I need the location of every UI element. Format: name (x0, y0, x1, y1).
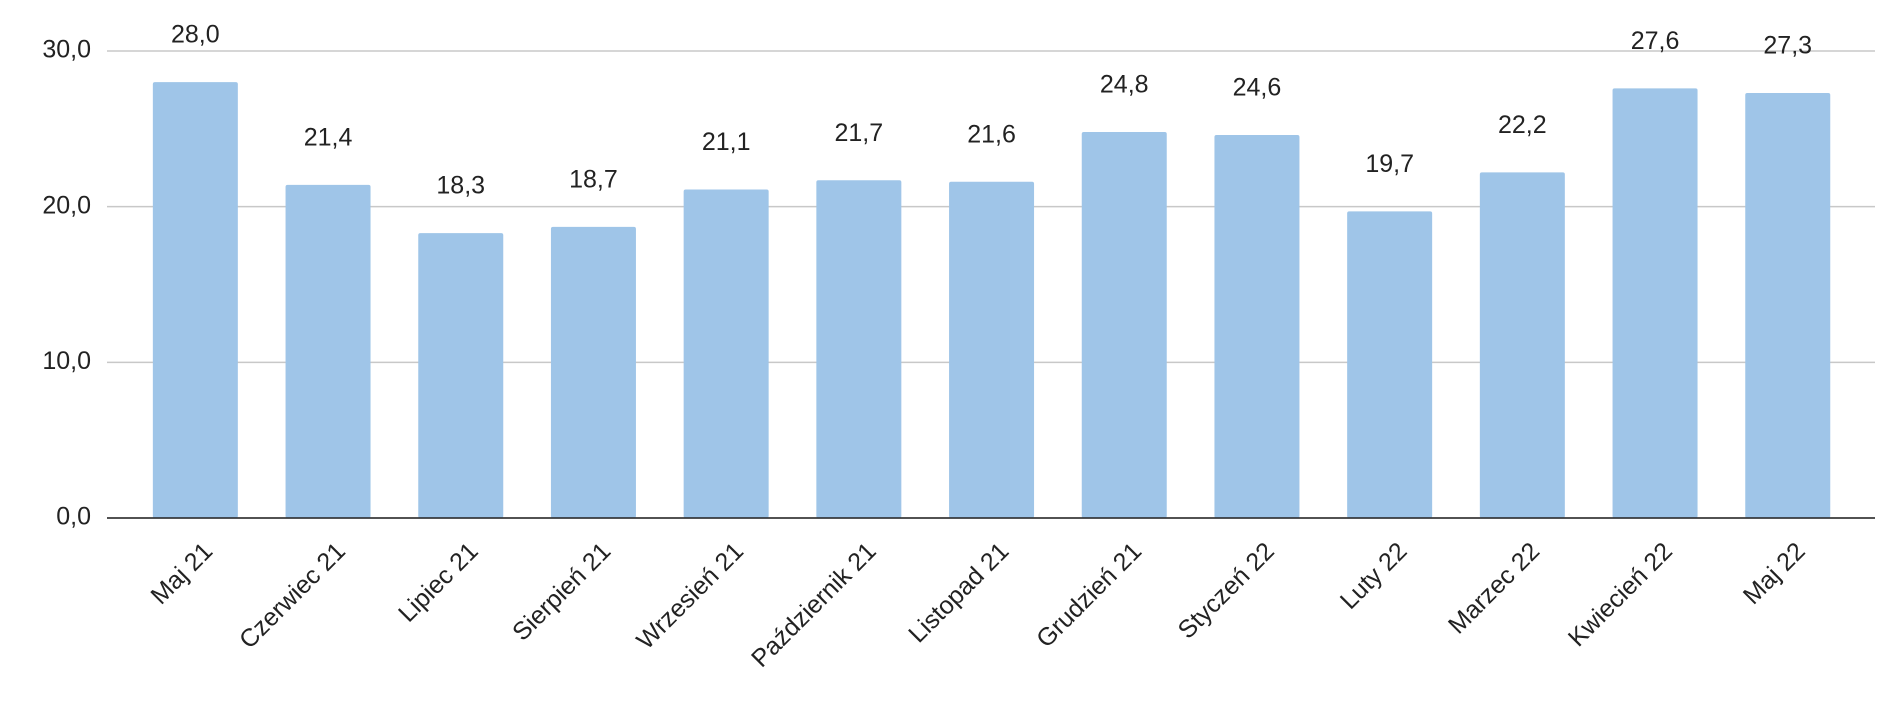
value-label: 27,6 (1631, 27, 1680, 55)
value-label: 24,6 (1233, 74, 1282, 102)
x-tick-label: Maj 22 (1738, 537, 1811, 610)
x-tick-label: Listopad 21 (903, 537, 1014, 648)
bar (550, 226, 636, 519)
bar (1347, 211, 1433, 518)
value-label: 21,7 (835, 119, 884, 147)
value-label: 19,7 (1365, 150, 1414, 178)
value-label: 27,3 (1763, 32, 1812, 60)
x-tick-label: Maj 21 (145, 537, 218, 610)
bar (1612, 88, 1698, 519)
value-label: 18,7 (569, 166, 618, 194)
value-label: 18,3 (436, 172, 485, 200)
y-tick-label: 0,0 (56, 503, 91, 531)
bar (152, 82, 238, 518)
x-tick-label: Wrzesień 21 (631, 537, 749, 655)
bar (683, 189, 769, 518)
x-tick-label: Marzec 22 (1443, 537, 1545, 639)
bar (1214, 135, 1300, 518)
value-label: 21,6 (967, 120, 1016, 148)
bar (816, 180, 902, 518)
bar (1479, 172, 1565, 519)
x-tick-label: Czerwiec 21 (234, 537, 351, 654)
bar (418, 233, 504, 518)
value-label: 21,1 (702, 128, 751, 156)
x-tick-label: Lipiec 21 (393, 537, 484, 628)
x-tick-label: Październik 21 (746, 537, 882, 673)
x-tick-label: Sierpień 21 (507, 537, 616, 646)
bar (1081, 131, 1167, 519)
y-tick-label: 10,0 (42, 347, 91, 375)
y-tick-label: 20,0 (42, 191, 91, 219)
bar (1745, 93, 1831, 518)
bar (949, 181, 1035, 518)
x-tick-label: Luty 22 (1335, 537, 1413, 615)
bar (285, 184, 371, 518)
y-tick-label: 30,0 (42, 36, 91, 64)
value-label: 28,0 (171, 21, 220, 49)
x-tick-label: Styczeń 22 (1173, 537, 1280, 644)
x-tick-label: Kwiecień 22 (1563, 537, 1678, 652)
value-label: 24,8 (1100, 71, 1149, 99)
value-label: 22,2 (1498, 111, 1547, 139)
value-label: 21,4 (304, 123, 353, 151)
x-tick-label: Grudzień 21 (1031, 537, 1147, 653)
